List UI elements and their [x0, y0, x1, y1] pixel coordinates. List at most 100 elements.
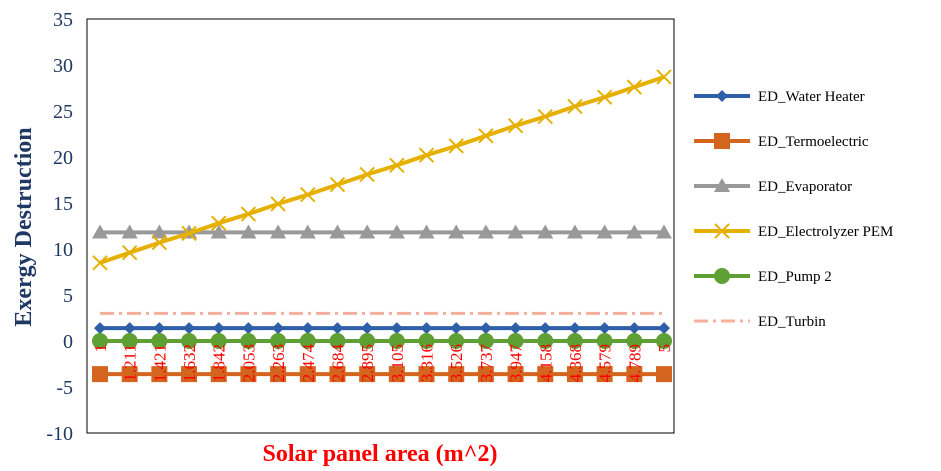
series-4: [92, 333, 672, 349]
data-point-diamond: [509, 322, 522, 335]
data-point-circle: [448, 333, 465, 349]
data-point-diamond: [539, 322, 552, 335]
series-line: [99, 75, 665, 265]
data-point-diamond: [212, 322, 225, 335]
data-point-square: [626, 366, 643, 383]
data-point-square: [121, 366, 138, 383]
y-tick-label: 20: [53, 147, 73, 169]
y-tick-label: 25: [53, 101, 73, 123]
legend-item: ED_Electrolyzer PEM: [694, 223, 893, 240]
data-point-triangle: [477, 224, 494, 239]
y-tick-label: 15: [53, 193, 73, 215]
x-axis-label: Solar panel area (m^2): [262, 441, 497, 467]
data-point-x: [507, 118, 524, 134]
x-tick-label: 2.474: [299, 344, 318, 383]
data-point-square: [181, 366, 198, 383]
data-point-square: [596, 366, 613, 383]
data-point-circle: [299, 333, 316, 349]
data-point-square: [210, 366, 227, 383]
data-point-square: [329, 366, 346, 383]
legend-item: ED_Pump 2: [694, 268, 832, 285]
data-point-circle: [210, 333, 227, 349]
x-tick-label: 2.684: [329, 344, 348, 383]
data-point-x: [121, 244, 138, 261]
x-tick-label: 5: [655, 344, 674, 353]
legend-item: ED_Water Heater: [694, 89, 865, 105]
data-point-x: [329, 176, 346, 193]
data-point-square: [240, 366, 257, 383]
data-point-x: [211, 215, 227, 231]
data-point-circle: [240, 333, 257, 349]
data-point-square: [537, 366, 554, 383]
data-point-triangle: [656, 224, 672, 239]
data-point-circle: [566, 333, 583, 349]
data-point-diamond: [272, 322, 285, 335]
data-point-triangle: [210, 224, 227, 239]
y-tick-label: 30: [53, 55, 73, 77]
data-point-diamond: [479, 322, 492, 335]
y-tick-label: 10: [53, 239, 73, 261]
data-point-triangle: [626, 224, 643, 239]
x-tick-label: 4.158: [536, 344, 555, 382]
data-point-diamond: [183, 322, 196, 335]
y-tick-label: 35: [53, 9, 73, 31]
y-tick-label: -10: [46, 423, 73, 445]
x-tick-label: 3.526: [447, 344, 466, 382]
legend-label: ED_Pump 2: [758, 269, 832, 285]
data-point-triangle: [714, 178, 730, 192]
data-point-square: [656, 366, 672, 383]
y-tick-label: -5: [56, 377, 73, 399]
data-point-triangle: [240, 224, 257, 239]
data-point-triangle: [388, 224, 405, 239]
data-point-triangle: [329, 224, 346, 239]
data-point-circle: [329, 333, 346, 349]
data-point-x: [714, 223, 730, 239]
x-tick-label: 2.895: [358, 344, 377, 382]
x-tick-label: 4.368: [566, 344, 585, 382]
data-point-x: [448, 138, 464, 154]
data-point-diamond: [628, 322, 641, 335]
data-point-circle: [181, 333, 198, 349]
data-point-circle: [507, 333, 524, 349]
data-point-square: [448, 366, 465, 383]
data-point-x: [181, 225, 197, 242]
data-point-diamond: [331, 322, 344, 335]
data-point-square: [359, 366, 376, 383]
data-point-circle: [270, 333, 287, 349]
data-point-triangle: [359, 224, 376, 239]
plot-area-frame: [86, 18, 675, 434]
data-point-x: [478, 128, 494, 144]
data-point-triangle: [537, 224, 554, 239]
data-point-diamond: [361, 322, 374, 335]
legend-item: ED_Evaporator: [694, 178, 852, 195]
data-point-x: [418, 147, 435, 163]
data-point-diamond: [153, 322, 166, 335]
data-point-diamond: [598, 322, 611, 335]
data-point-circle: [418, 333, 435, 349]
x-tick-label: 2.263: [269, 344, 288, 382]
data-point-circle: [92, 333, 108, 349]
data-point-triangle: [448, 224, 465, 239]
data-point-diamond: [242, 322, 255, 335]
series-group: [92, 69, 672, 383]
data-point-square: [92, 366, 108, 383]
data-point-circle: [626, 333, 643, 349]
data-point-x: [300, 187, 316, 203]
data-point-x: [359, 166, 375, 183]
x-tick-label: 3.105: [388, 344, 407, 382]
data-point-square: [566, 366, 583, 383]
x-tick-label: 4.789: [625, 344, 644, 382]
data-point-x: [656, 69, 672, 85]
legend-label: ED_Electrolyzer PEM: [758, 224, 893, 240]
data-point-triangle: [507, 224, 524, 239]
data-point-x: [596, 89, 613, 105]
data-point-x: [92, 255, 108, 271]
data-point-circle: [359, 333, 376, 349]
data-point-square: [477, 366, 494, 383]
legend-label: ED_Evaporator: [758, 179, 852, 195]
x-tick-label: 3.947: [507, 344, 526, 383]
data-point-diamond: [420, 322, 433, 335]
y-tick-label: 0: [63, 331, 73, 353]
